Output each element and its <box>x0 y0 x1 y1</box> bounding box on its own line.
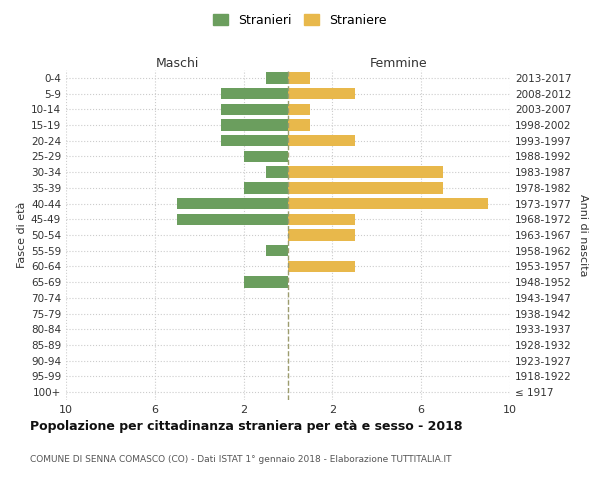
Text: COMUNE DI SENNA COMASCO (CO) - Dati ISTAT 1° gennaio 2018 - Elaborazione TUTTITA: COMUNE DI SENNA COMASCO (CO) - Dati ISTA… <box>30 455 452 464</box>
Bar <box>288 104 310 115</box>
Bar <box>288 214 355 225</box>
Bar <box>266 166 288 178</box>
Bar <box>221 88 288 99</box>
Bar <box>221 104 288 115</box>
Legend: Stranieri, Straniere: Stranieri, Straniere <box>211 11 389 29</box>
Bar <box>288 135 355 146</box>
Bar <box>266 245 288 256</box>
Bar <box>288 182 443 194</box>
Y-axis label: Fasce di età: Fasce di età <box>17 202 27 268</box>
Bar <box>288 72 310 84</box>
Bar <box>266 72 288 84</box>
Bar <box>244 151 288 162</box>
Bar <box>288 166 443 178</box>
Bar <box>244 182 288 194</box>
Bar <box>221 120 288 130</box>
Bar <box>288 261 355 272</box>
Bar <box>288 198 488 209</box>
Text: Popolazione per cittadinanza straniera per età e sesso - 2018: Popolazione per cittadinanza straniera p… <box>30 420 463 433</box>
Bar <box>288 88 355 99</box>
Y-axis label: Anni di nascita: Anni di nascita <box>578 194 588 276</box>
Bar <box>288 230 355 240</box>
Bar <box>221 135 288 146</box>
Text: Femmine: Femmine <box>370 57 428 70</box>
Bar <box>177 198 288 209</box>
Bar <box>177 214 288 225</box>
Bar <box>288 120 310 130</box>
Text: Maschi: Maschi <box>155 57 199 70</box>
Bar <box>244 276 288 288</box>
